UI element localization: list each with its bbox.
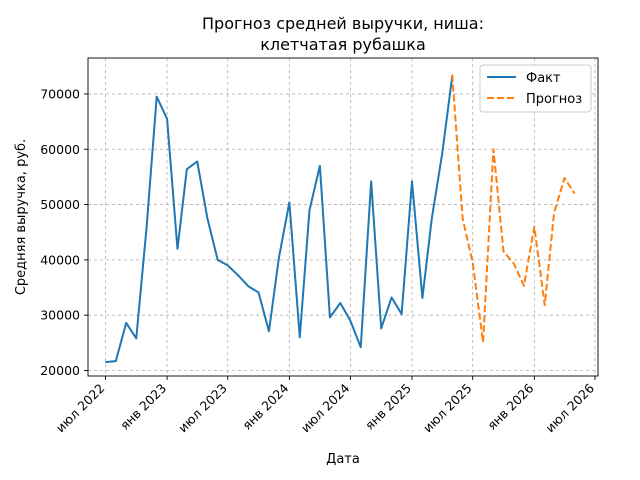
legend: Факт Прогноз — [479, 64, 592, 113]
chart-title-line-2: клетчатая рубашка — [260, 35, 426, 54]
series-line-fact — [105, 76, 454, 364]
chart-title-line-1: Прогноз средней выручки, ниша: — [202, 14, 484, 33]
legend-label-fact: Факт — [526, 71, 561, 86]
y-tick-label: 20000 — [40, 363, 80, 378]
y-tick-label: 50000 — [40, 197, 80, 212]
series-line-forecast — [451, 74, 576, 344]
series-layer — [105, 74, 576, 364]
y-axis-ticks: 20000 30000 40000 50000 60000 70000 — [40, 86, 88, 378]
plot-frame — [87, 57, 599, 377]
y-axis-label: Средняя выручка, руб. — [14, 139, 29, 295]
legend-label-forecast: Прогноз — [526, 92, 582, 107]
y-tick-label: 30000 — [40, 308, 80, 323]
y-tick-label: 70000 — [40, 86, 80, 101]
y-tick-label: 40000 — [40, 252, 80, 267]
x-axis-label: Дата — [326, 452, 360, 467]
y-tick-label: 60000 — [40, 142, 80, 157]
